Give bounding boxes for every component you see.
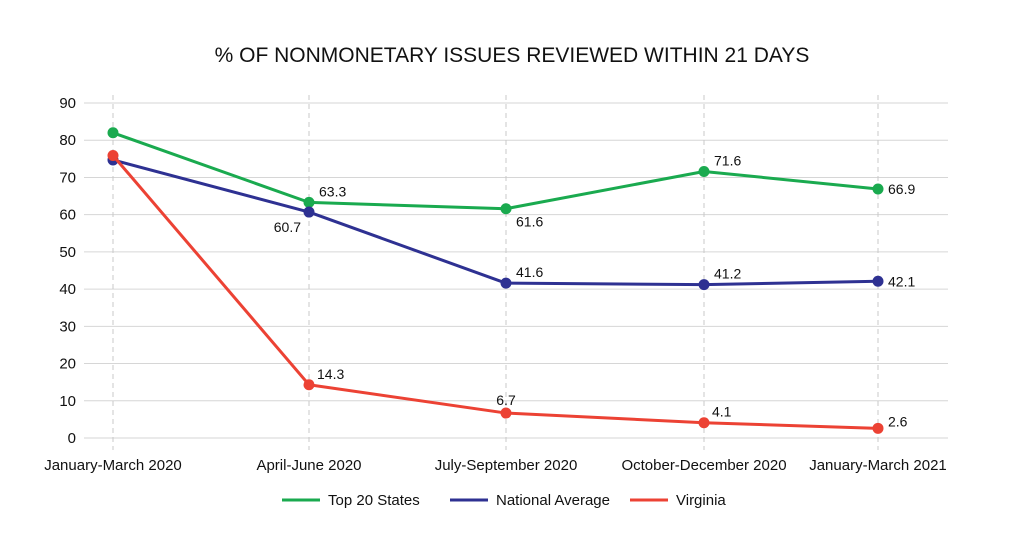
- y-tick-label: 50: [59, 244, 76, 261]
- data-label: 61.6: [516, 214, 543, 230]
- y-tick-label: 90: [59, 95, 76, 112]
- data-point: [698, 417, 710, 429]
- data-label: 41.6: [516, 264, 543, 280]
- data-label: 63.3: [319, 183, 346, 199]
- y-tick-label: 70: [59, 169, 76, 186]
- data-label: 41.2: [714, 266, 741, 282]
- chart-title: % OF NONMONETARY ISSUES REVIEWED WITHIN …: [215, 44, 810, 67]
- x-tick-label: July-September 2020: [435, 457, 578, 474]
- grid: [84, 95, 948, 450]
- y-tick-label: 60: [59, 207, 76, 224]
- legend-label: Top 20 States: [328, 492, 420, 509]
- legend-label: National Average: [496, 492, 610, 509]
- data-point: [107, 127, 119, 139]
- data-label: 71.6: [714, 152, 741, 168]
- x-tick-label: January-March 2021: [809, 457, 947, 474]
- data-point: [500, 203, 512, 215]
- y-axis-ticks: 0 10 20 30 40 50 60 70 80 90: [59, 95, 76, 447]
- x-tick-label: October-December 2020: [621, 457, 786, 474]
- data-point: [500, 277, 512, 289]
- y-tick-label: 0: [68, 430, 76, 447]
- y-tick-label: 20: [59, 356, 76, 373]
- data-label: 4.1: [712, 404, 732, 420]
- data-point: [698, 279, 710, 291]
- data-point: [303, 379, 315, 391]
- y-tick-label: 10: [59, 393, 76, 410]
- data-labels: 63.3 61.6 71.6 66.9 60.7 41.6 41.2 42.1 14.3 6.7 4…: [274, 152, 916, 429]
- series-layer: [107, 127, 884, 434]
- data-point: [500, 407, 512, 419]
- data-label: 6.7: [496, 392, 516, 408]
- data-label: 14.3: [317, 366, 344, 382]
- data-label: 60.7: [274, 219, 301, 235]
- x-tick-label: April-June 2020: [256, 457, 361, 474]
- series-line: [111, 154, 879, 430]
- x-axis-ticks: January-March 2020 April-June 2020 July-Se…: [44, 457, 947, 474]
- data-point: [303, 206, 315, 218]
- y-tick-label: 30: [59, 318, 76, 335]
- y-tick-label: 40: [59, 281, 76, 298]
- data-label: 66.9: [888, 181, 915, 197]
- data-point: [872, 183, 884, 195]
- legend-label: Virginia: [676, 492, 726, 509]
- data-label: 2.6: [888, 413, 908, 429]
- data-point: [303, 196, 315, 208]
- data-point: [107, 149, 119, 161]
- data-label: 42.1: [888, 273, 915, 289]
- y-tick-label: 80: [59, 132, 76, 149]
- legend: Top 20 States National Average Virginia: [282, 492, 726, 509]
- data-point: [872, 275, 884, 287]
- data-point: [872, 422, 884, 434]
- data-point: [698, 165, 710, 177]
- x-tick-label: January-March 2020: [44, 457, 182, 474]
- series-line: [112, 131, 879, 211]
